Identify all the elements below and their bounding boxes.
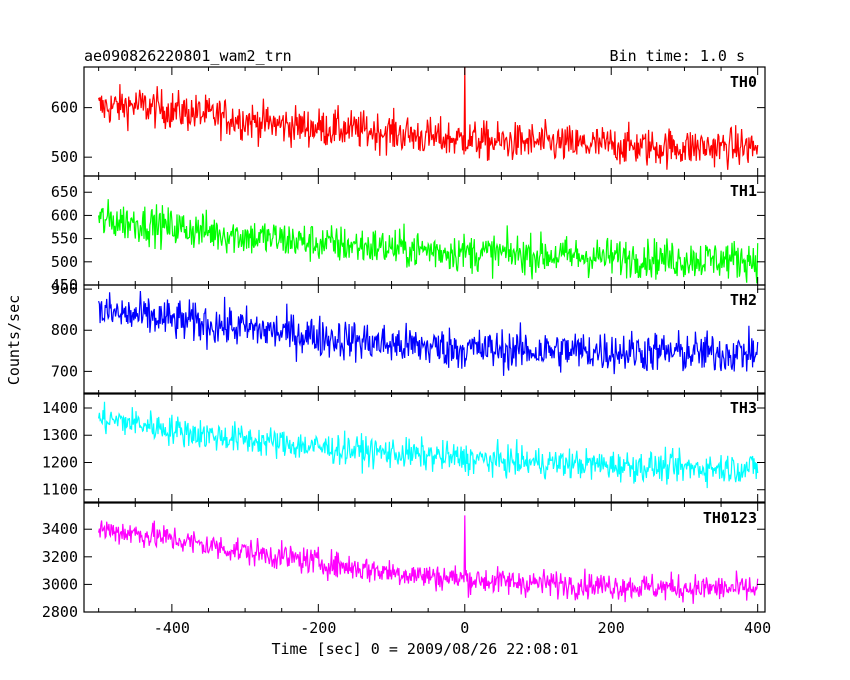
panel-th1: 450 500 550 600 650 TH1 [51,175,766,294]
x-axis-label: Time [sec] 0 = 2009/08/26 22:08:01 [271,640,578,658]
panel-th0: 500 600 TH0 [51,66,766,177]
x-tick-label: 0 [460,619,469,637]
panel-th3: 1100 1200 1300 1400 TH3 [42,392,766,503]
panel-label: TH1 [730,182,757,200]
x-tick-label: 200 [598,619,625,637]
panel-frame [83,502,766,613]
panel-label: TH0 [730,73,757,91]
panel-frame [83,66,766,177]
series-line-th2 [98,290,759,376]
y-tick-label: 500 [51,253,78,271]
series-line-th0123 [98,515,759,604]
y-tick-label: 3400 [42,520,78,538]
bin-time-label: Bin time: 1.0 s [610,47,745,65]
series-line-th3 [98,401,759,489]
panel-th0123: 2800 3000 3200 3400 TH0123 [42,502,766,621]
panels-group: 500 600 TH0 450 500 550 600 650 TH1 700 800 900 TH2 1… [42,66,766,621]
y-tick-label: 700 [51,362,78,380]
y-tick-label: 600 [51,206,78,224]
y-tick-label: 1300 [42,426,78,444]
chart-title: ae090826220801_wam2_trn [84,47,292,65]
y-tick-label: 3000 [42,575,78,593]
y-tick-label: 900 [51,280,78,298]
panel-label: TH2 [730,291,757,309]
y-tick-label: 1100 [42,481,78,499]
series-line-th1 [98,199,759,284]
y-tick-label: 1200 [42,453,78,471]
panel-frame [83,284,766,395]
x-tick-label: 400 [744,619,771,637]
x-tick-label: -200 [300,619,336,637]
series-line-th0 [98,67,759,170]
panel-frame [83,392,766,503]
y-tick-label: 600 [51,99,78,117]
y-tick-label: 2800 [42,603,78,621]
panel-th2: 700 800 900 TH2 [51,280,766,395]
x-tick-labels: -400 -200 0 200 400 [154,619,771,637]
panel-label: TH3 [730,399,757,417]
y-tick-label: 3200 [42,548,78,566]
panel-label: TH0123 [703,509,757,527]
y-tick-label: 650 [51,183,78,201]
y-axis-label: Counts/sec [5,295,23,385]
y-tick-label: 800 [51,321,78,339]
y-tick-label: 450 [51,276,78,294]
y-tick-label: 550 [51,230,78,248]
y-tick-label: 1400 [42,399,78,417]
y-tick-label: 500 [51,148,78,166]
x-tick-label: -400 [154,619,190,637]
